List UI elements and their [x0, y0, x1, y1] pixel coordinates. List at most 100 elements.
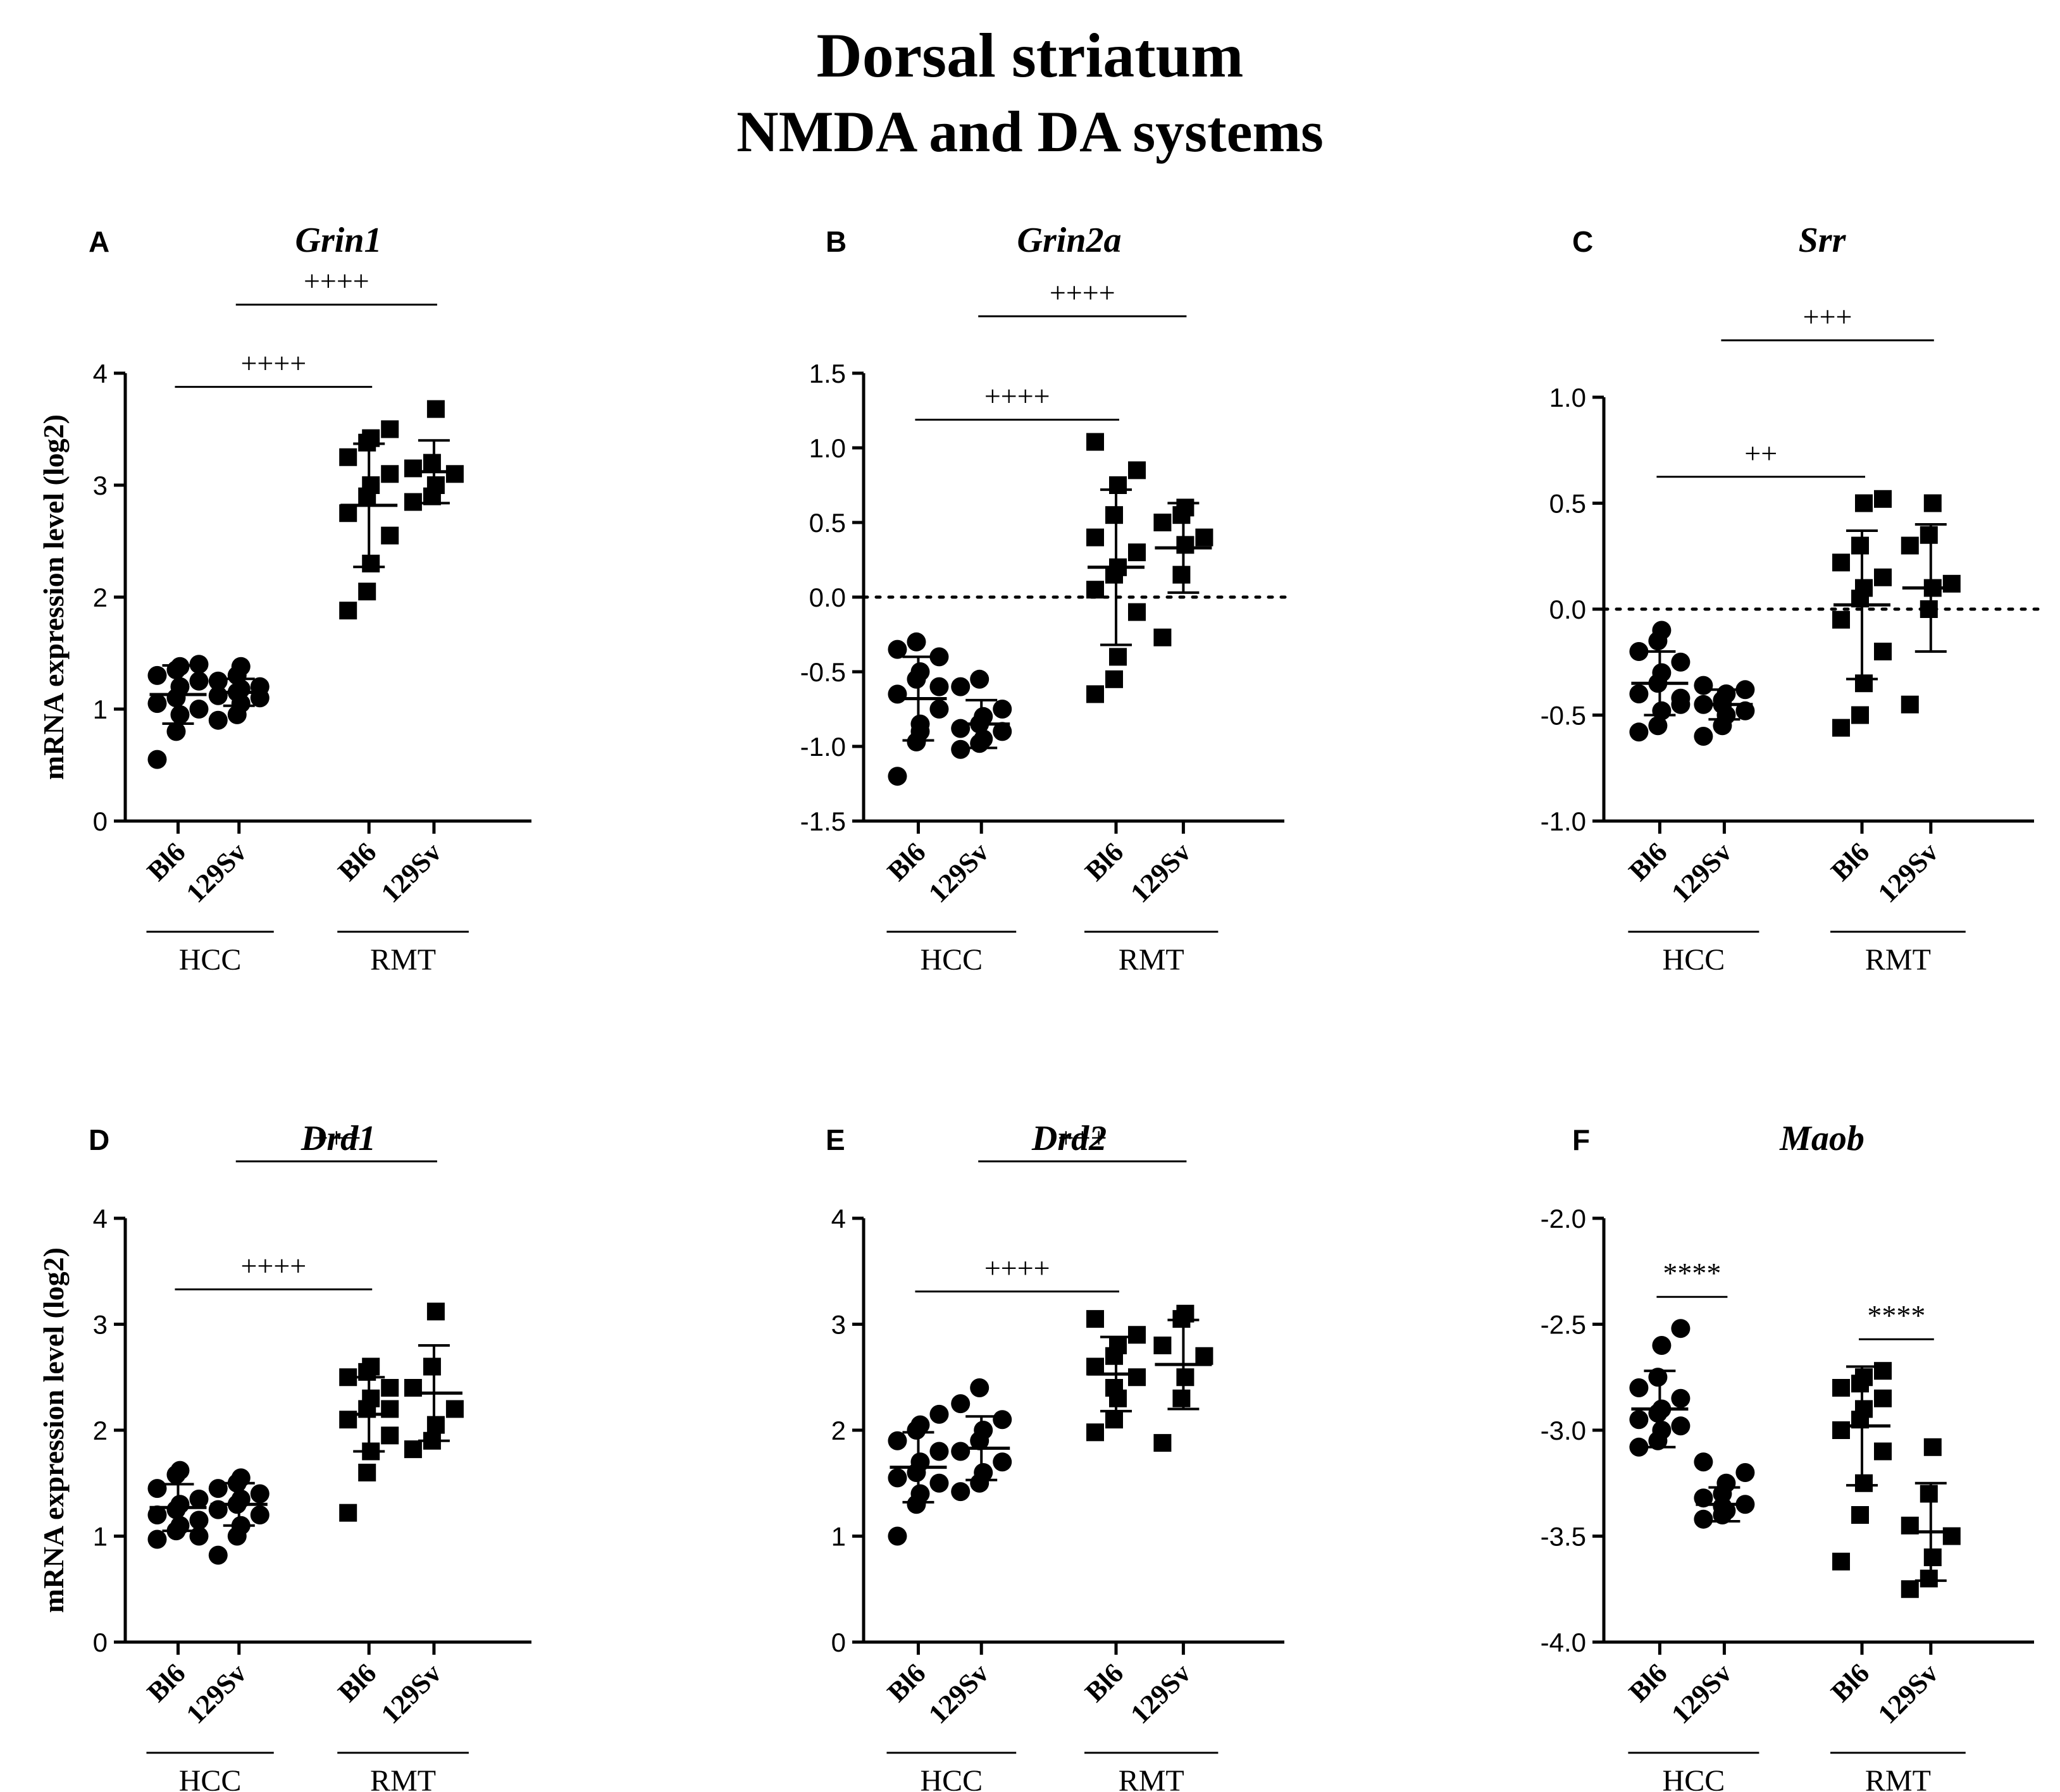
- data-point: [208, 671, 228, 691]
- data-point: [189, 1526, 209, 1546]
- significance-label: ++++: [304, 265, 369, 297]
- data-point: [250, 1505, 270, 1524]
- data-point: [888, 1431, 907, 1450]
- data-point: [1086, 581, 1104, 599]
- data-point: [970, 669, 990, 689]
- data-point: [1128, 1326, 1146, 1344]
- group-label: RMT: [1865, 1764, 1931, 1792]
- y-tick-label: -0.5: [1541, 701, 1586, 731]
- data-point: [974, 707, 993, 726]
- data-point: [929, 1442, 949, 1461]
- y-tick-label: -1.0: [1541, 806, 1586, 836]
- x-category-label: Bl6: [1825, 836, 1875, 887]
- y-tick-label: -1.5: [800, 806, 846, 836]
- y-tick-label: -1.0: [800, 732, 846, 762]
- data-point: [426, 1302, 445, 1321]
- data-point: [1086, 1310, 1104, 1328]
- data-point: [907, 632, 926, 652]
- data-point: [1671, 1319, 1691, 1338]
- data-point: [358, 1464, 376, 1481]
- y-tick-label: 0: [93, 806, 108, 836]
- data-point: [170, 1516, 190, 1535]
- x-category-label: 129Sv: [375, 836, 447, 908]
- data-point: [147, 665, 167, 685]
- y-tick-label: 1: [93, 1522, 108, 1552]
- y-tick-label: 3: [831, 1310, 846, 1340]
- y-tick-label: 0.5: [1549, 489, 1586, 519]
- data-point: [1128, 603, 1146, 621]
- data-point: [1920, 600, 1938, 618]
- y-tick-label: 4: [93, 359, 108, 388]
- data-point: [1923, 494, 1942, 512]
- panel-title: Maob: [1779, 1119, 1865, 1158]
- x-category-label: 129Sv: [1665, 836, 1737, 908]
- data-point: [426, 400, 445, 418]
- data-point: [362, 554, 380, 572]
- panel-letter: E: [826, 1123, 845, 1156]
- significance-label: ++++: [984, 1252, 1050, 1284]
- data-point: [426, 476, 445, 494]
- data-point: [951, 1482, 971, 1502]
- data-point: [1713, 1497, 1732, 1516]
- data-point: [1832, 610, 1850, 629]
- x-category-label: Bl6: [141, 836, 192, 887]
- y-tick-label: -3.5: [1541, 1522, 1586, 1552]
- data-point: [189, 700, 209, 719]
- group-label: HCC: [179, 1764, 242, 1792]
- y-tick-label: 1.0: [809, 433, 846, 463]
- data-point: [1128, 461, 1146, 479]
- group-label: RMT: [1865, 943, 1931, 977]
- data-point: [170, 705, 190, 724]
- group-label: HCC: [179, 943, 242, 977]
- data-point: [1942, 1527, 1961, 1545]
- y-tick-label: 3: [93, 1310, 108, 1340]
- data-point: [910, 1484, 930, 1504]
- data-point: [147, 1529, 167, 1549]
- data-point: [1195, 528, 1213, 547]
- data-point: [993, 722, 1012, 741]
- data-point: [929, 1404, 949, 1424]
- data-point: [974, 729, 993, 749]
- data-point: [1176, 536, 1194, 554]
- data-point: [1920, 1485, 1938, 1503]
- data-point: [1109, 476, 1127, 494]
- x-category-label: Bl6: [141, 1657, 192, 1708]
- y-tick-label: 1: [93, 695, 108, 724]
- data-point: [1153, 1434, 1172, 1452]
- significance-label: ++++: [240, 347, 306, 380]
- significance-label: ****: [1867, 1299, 1925, 1332]
- data-point: [1832, 553, 1850, 572]
- y-tick-label: 1.5: [809, 359, 846, 388]
- data-point: [189, 655, 209, 674]
- data-point: [423, 454, 441, 472]
- data-point: [358, 583, 376, 601]
- data-point: [1874, 1362, 1892, 1380]
- data-point: [888, 1526, 907, 1546]
- data-point: [147, 750, 167, 769]
- x-category-label: Bl6: [881, 1657, 932, 1708]
- data-point: [147, 1479, 167, 1498]
- figure-title: Dorsal striatum: [816, 20, 1244, 90]
- data-point: [404, 1440, 422, 1459]
- x-category-label: Bl6: [881, 836, 932, 887]
- data-point: [910, 1415, 930, 1435]
- y-axis-label: mRNA expression level (log2): [37, 414, 70, 780]
- data-point: [1832, 719, 1850, 737]
- data-point: [423, 1357, 441, 1376]
- data-point: [1153, 628, 1172, 646]
- data-point: [1629, 1410, 1649, 1430]
- data-point: [888, 684, 907, 704]
- group-label: RMT: [370, 943, 436, 977]
- data-point: [231, 1468, 251, 1488]
- significance-label: +++: [1058, 1122, 1107, 1154]
- data-point: [1855, 579, 1873, 597]
- y-tick-label: 4: [93, 1204, 108, 1233]
- panel-A: A Grin1 0 1 2 3 4 mRNA expression level (log2) B…: [37, 221, 531, 977]
- data-point: [339, 602, 357, 620]
- data-point: [1652, 621, 1672, 640]
- data-point: [1086, 1423, 1104, 1442]
- x-category-label: Bl6: [1623, 1657, 1673, 1708]
- panel-letter: A: [89, 225, 109, 258]
- panel-title: Grin1: [295, 221, 382, 260]
